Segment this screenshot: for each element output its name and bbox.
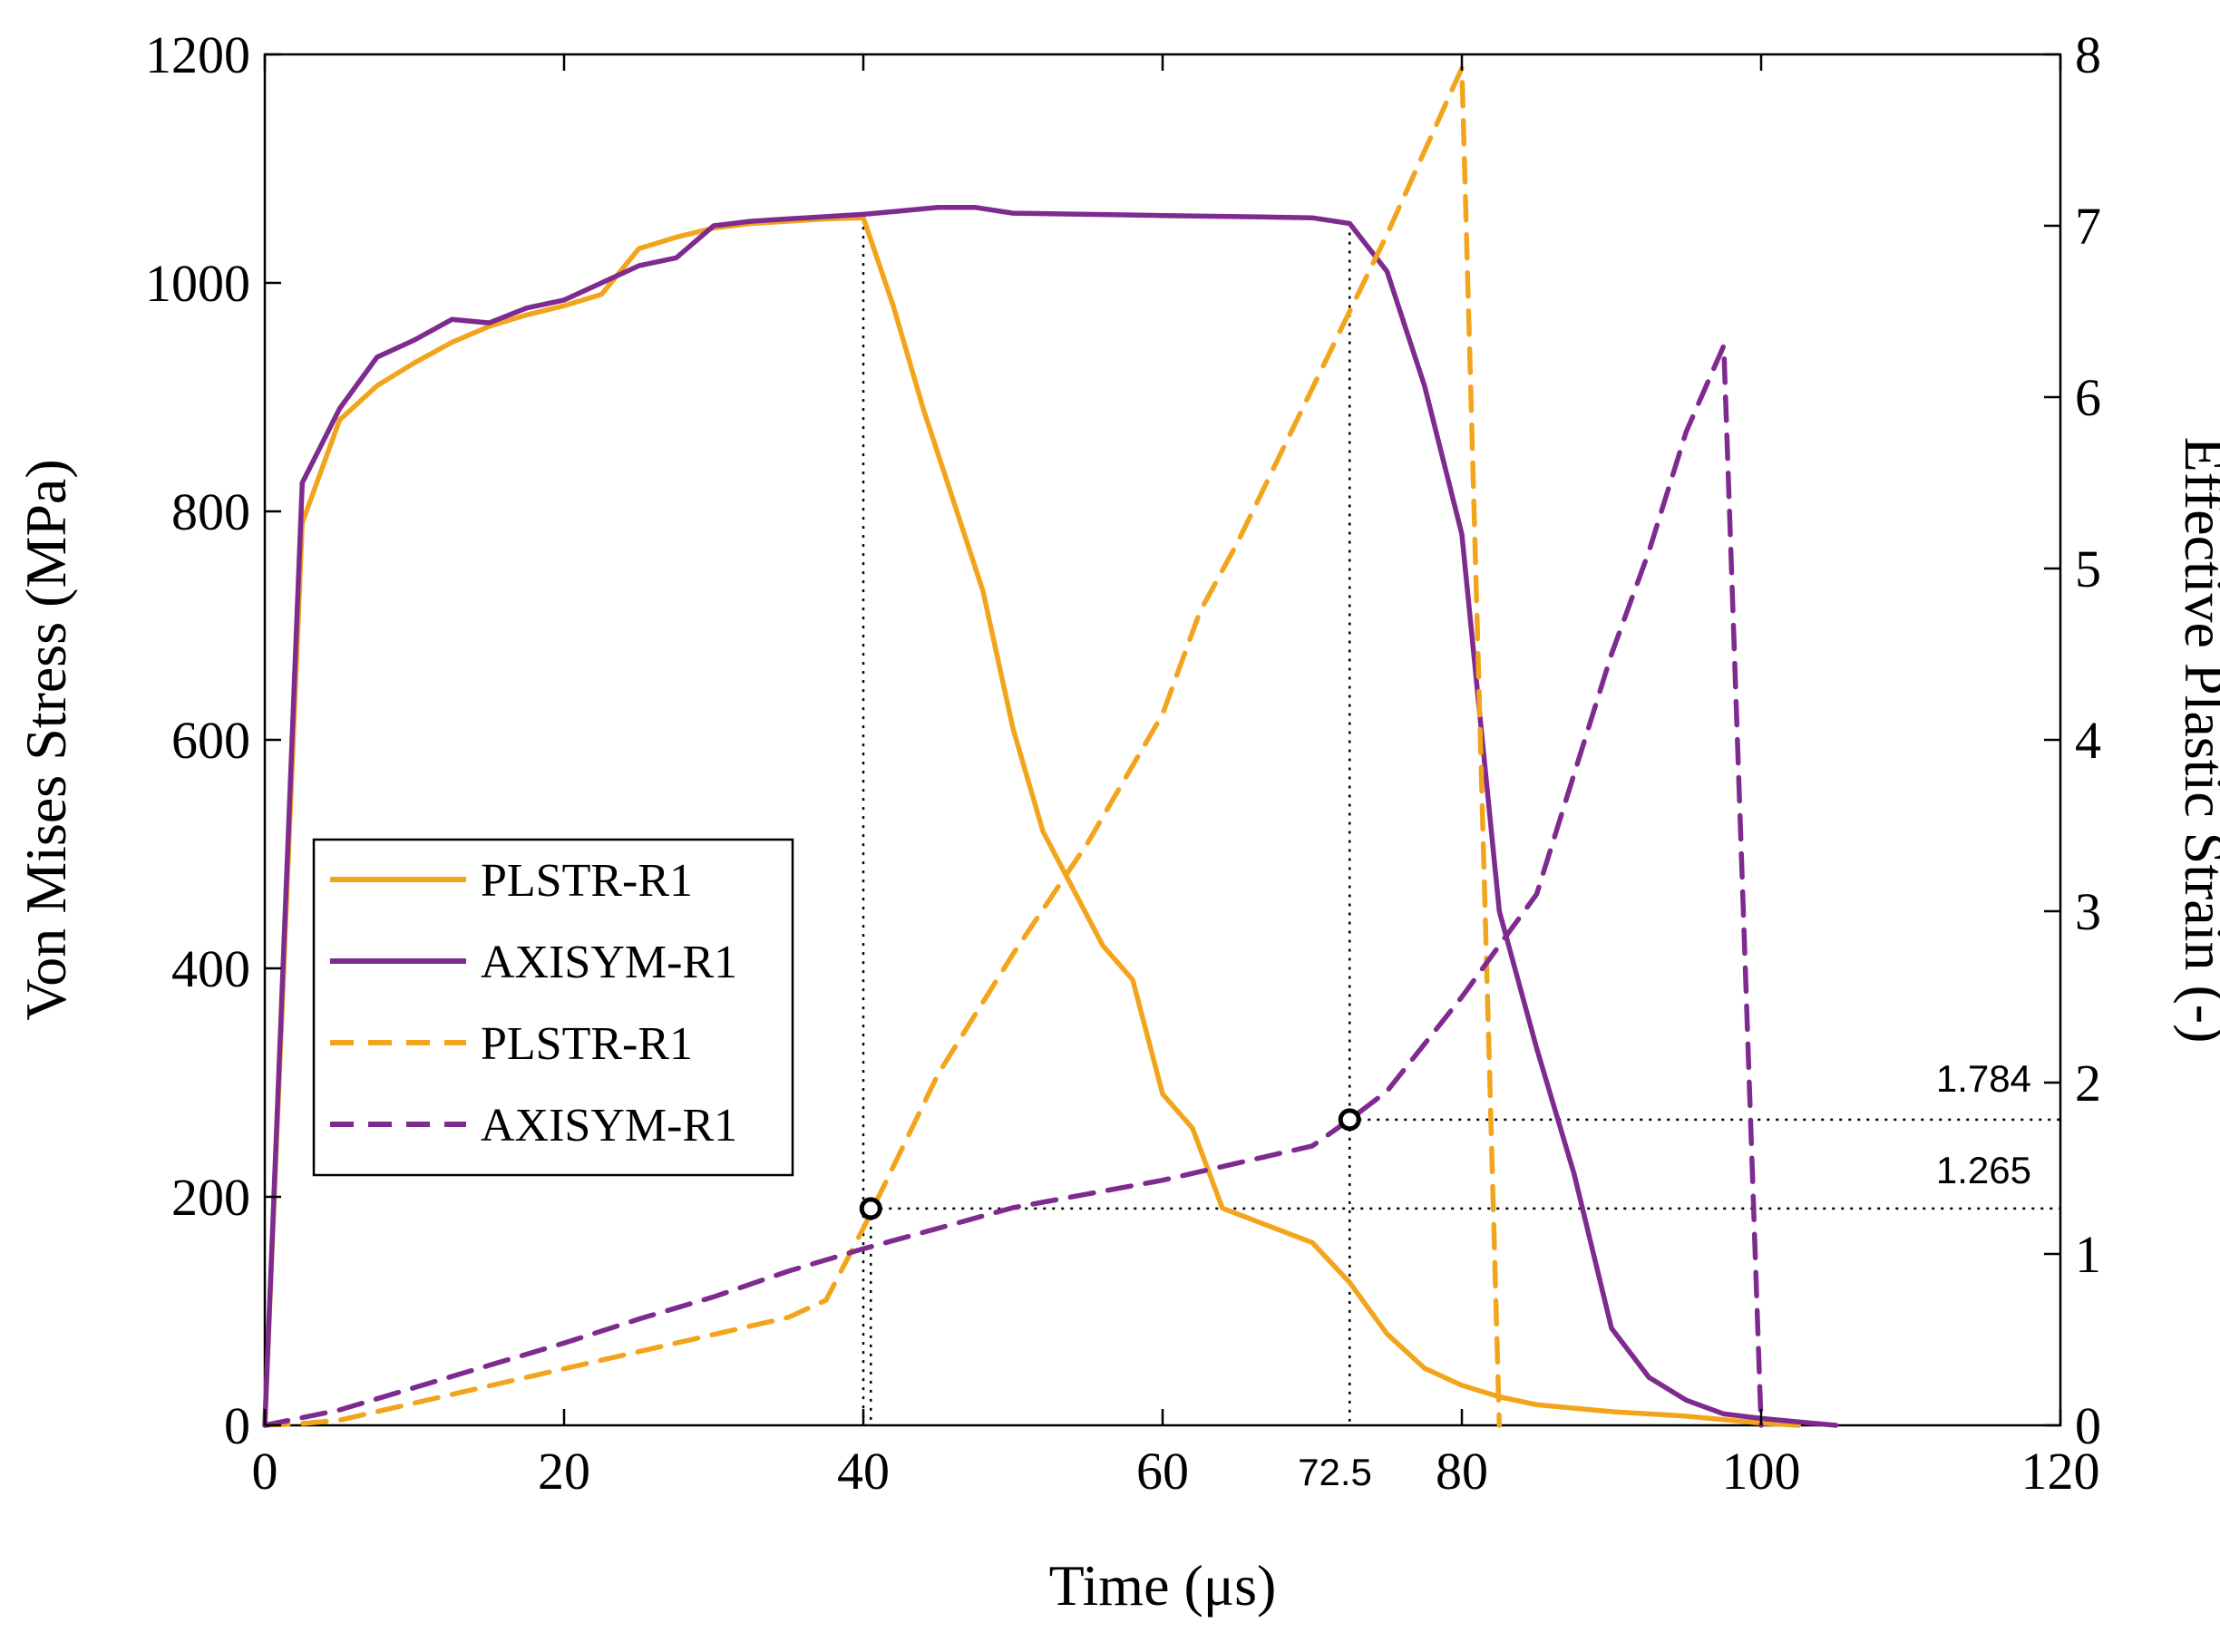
plot-area (263, 53, 2062, 1427)
x-tick-label: 80 (1436, 1442, 1488, 1501)
legend-label-axisym-strain: AXISYM-R1 (481, 1100, 737, 1152)
annotation-1784: 1.784 (1936, 1057, 2031, 1100)
legend-box (312, 838, 794, 1177)
annotation-72-5: 72.5 (1298, 1451, 1372, 1493)
y2-tick-label: 6 (2075, 368, 2101, 427)
x-tick-label: 100 (1722, 1442, 1801, 1501)
legend-label-plstr-stress: PLSTR-R1 (481, 855, 693, 907)
y2-tick-label: 8 (2075, 25, 2101, 84)
x-axis-title: Time (μs) (1049, 1553, 1277, 1618)
y-tick-label: 600 (171, 711, 250, 770)
x-tick-label: 40 (837, 1442, 890, 1501)
annotation-marker (1338, 1108, 1361, 1132)
y2-tick-label: 7 (2075, 197, 2101, 256)
y2-tick-label: 0 (2075, 1396, 2101, 1455)
annotation-1265: 1.265 (1936, 1149, 2031, 1191)
y2-tick-label: 2 (2075, 1054, 2101, 1113)
x-tick-label: 60 (1136, 1442, 1189, 1501)
series-layer (262, 65, 1839, 1428)
reference-lines (862, 218, 2060, 1425)
y2-tick-label: 5 (2075, 539, 2101, 598)
x-tick-label: 0 (252, 1442, 278, 1501)
y-tick-label: 200 (171, 1168, 250, 1227)
series-line-plstr-r1-stress (262, 215, 1802, 1428)
markers (859, 1108, 1361, 1220)
x-tick-label: 20 (538, 1442, 590, 1501)
y-tick-label: 0 (224, 1396, 250, 1455)
series-line-axisym-r1-stress (262, 205, 1839, 1428)
y2-tick-label: 4 (2075, 711, 2101, 770)
annotation-marker (859, 1197, 882, 1220)
y-tick-label: 800 (171, 482, 250, 541)
y-tick-label: 1000 (145, 254, 250, 313)
series-line-plstr-r1-strain (262, 65, 1503, 1428)
y-tick-label: 1200 (145, 25, 250, 84)
legend: PLSTR-R1 AXISYM-R1 PLSTR-R1 AXISYM-R1 (312, 838, 794, 1177)
y2-axis-title: Effective Plastic Strain (-) (2173, 437, 2220, 1044)
y-tick-label: 400 (171, 939, 250, 998)
legend-label-axisym-stress: AXISYM-R1 (481, 937, 737, 988)
x-tick-label: 120 (2021, 1442, 2100, 1501)
y2-tick-label: 1 (2075, 1225, 2101, 1284)
series-line-axisym-r1-strain (262, 343, 1764, 1428)
legend-label-plstr-strain: PLSTR-R1 (481, 1018, 693, 1070)
y-axis-title: Von Mises Stress (MPa) (14, 459, 78, 1020)
ticks: 0 20 40 60 80 100 1200200400600800100012000123… (145, 25, 2101, 1501)
y2-tick-label: 3 (2075, 882, 2101, 941)
